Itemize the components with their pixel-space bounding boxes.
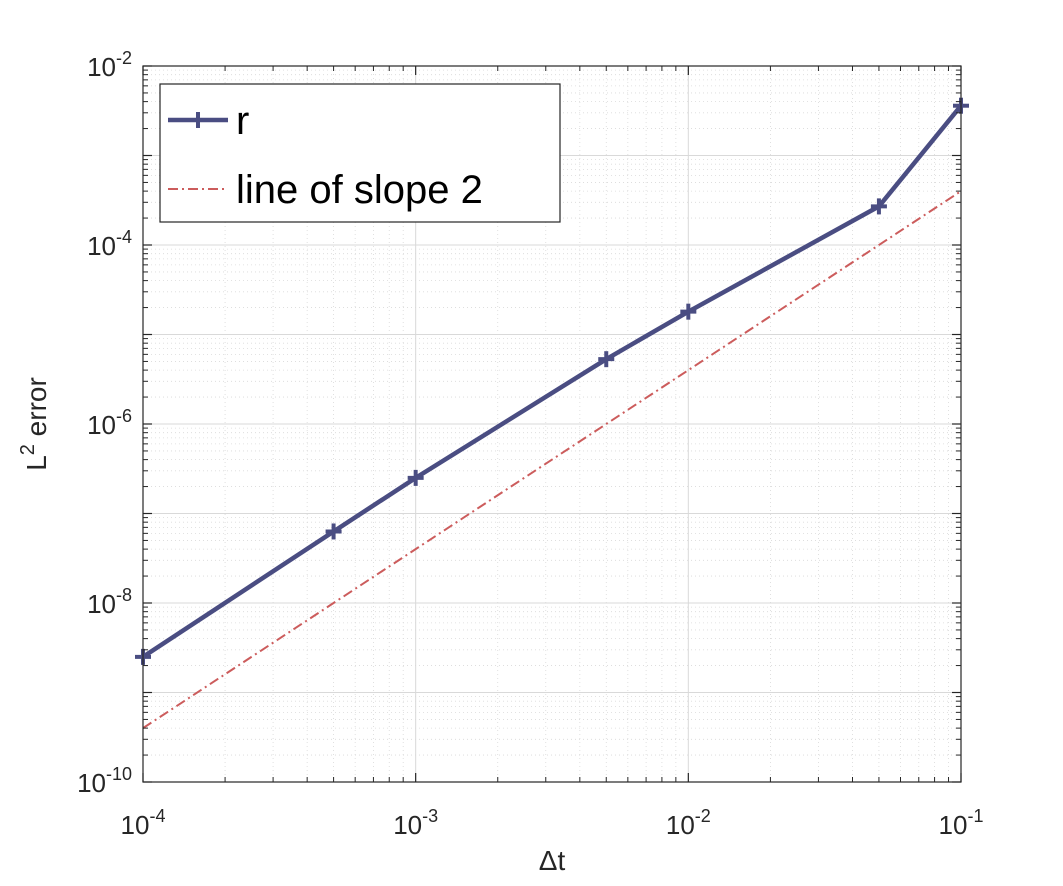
x-tick-label-exponent: -4 (149, 806, 165, 826)
y-tick-label-exponent: -10 (106, 764, 132, 784)
x-tick-label-exponent: -1 (967, 806, 983, 826)
y-tick-label-exponent: -6 (116, 406, 132, 426)
y-tick-label: 10-2 (87, 48, 132, 82)
x-tick-label: 10-2 (666, 806, 711, 840)
y-tick-label-exponent: -4 (116, 227, 132, 247)
y-axis-label-suffix: error (21, 377, 52, 444)
x-tick-label: 10-3 (393, 806, 438, 840)
legend-label-r: r (236, 99, 249, 143)
y-axis-label: L2 error (17, 377, 52, 471)
x-tick-label: 10-4 (121, 806, 166, 840)
y-tick-label: 10-4 (87, 227, 132, 261)
y-tick-label-base: 10 (87, 52, 116, 82)
y-tick-label-exponent: -8 (116, 585, 132, 605)
x-tick-label: 10-1 (939, 806, 984, 840)
legend-box (159, 83, 561, 223)
legend-label-slope-line: line of slope 2 (236, 168, 483, 212)
x-tick-label-base: 10 (666, 810, 695, 840)
y-axis-label-base: L (21, 455, 52, 471)
y-tick-label: 10-6 (87, 406, 132, 440)
axis-ticks (142, 65, 962, 783)
x-tick-label-exponent: -3 (422, 806, 438, 826)
legend-marker-r (190, 112, 206, 128)
x-tick-label-base: 10 (121, 810, 150, 840)
y-tick-label-base: 10 (77, 768, 106, 798)
y-tick-label-base: 10 (87, 410, 116, 440)
series-line-slope-2 (142, 190, 962, 729)
x-tick-label-exponent: -2 (695, 806, 711, 826)
y-axis-label-superscript: 2 (17, 444, 39, 455)
x-tick-label-base: 10 (939, 810, 968, 840)
x-axis-label: Δt (539, 845, 566, 876)
y-tick-label-exponent: -2 (116, 48, 132, 68)
y-tick-label: 10-8 (87, 585, 132, 619)
x-tick-labels: 10-4 10-3 10-2 10-1 (121, 806, 984, 840)
y-tick-label-base: 10 (87, 589, 116, 619)
y-tick-label: 10-10 (77, 764, 132, 798)
y-tick-label-base: 10 (87, 231, 116, 261)
x-tick-label-base: 10 (393, 810, 422, 840)
legend: r line of slope 2 (159, 83, 561, 223)
